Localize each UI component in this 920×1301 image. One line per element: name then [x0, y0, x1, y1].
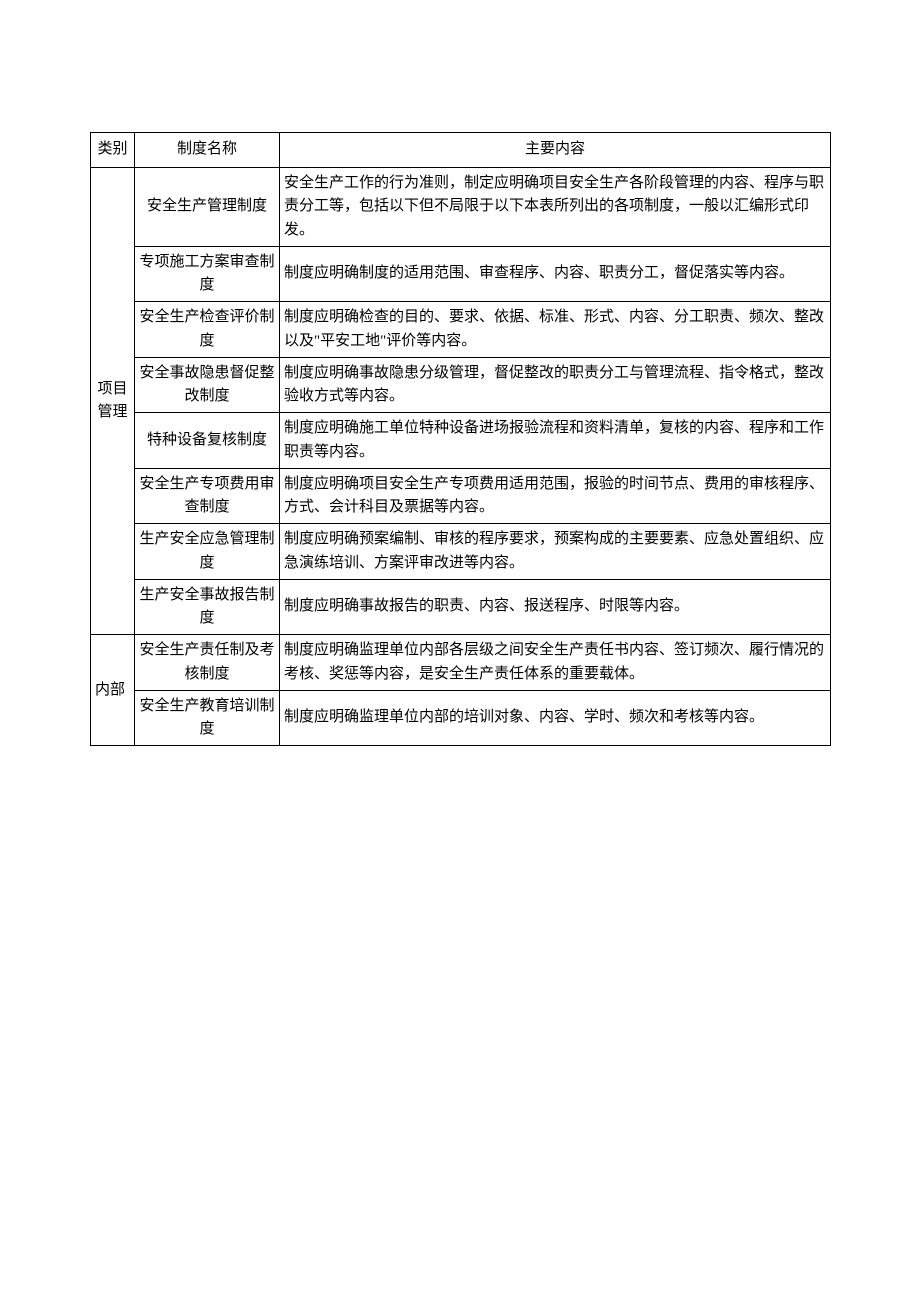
content-cell: 安全生产工作的行为准则，制定应明确项目安全生产各阶段管理的内容、程序与职责分工等…: [280, 168, 831, 247]
table-row: 生产安全应急管理制度 制度应明确预案编制、审核的程序要求，预案构成的主要要素、应…: [91, 524, 831, 580]
header-category: 类别: [91, 133, 135, 168]
content-cell: 制度应明确项目安全生产专项费用适用范围，报验的时间节点、费用的审核程序、方式、会…: [280, 468, 831, 524]
content-cell: 制度应明确施工单位特种设备进场报验流程和资料清单，复核的内容、程序和工作职责等内…: [280, 413, 831, 469]
content-cell: 制度应明确预案编制、审核的程序要求，预案构成的主要要素、应急处置组织、应急演练培…: [280, 524, 831, 580]
header-name: 制度名称: [135, 133, 280, 168]
table-header-row: 类别 制度名称 主要内容: [91, 133, 831, 168]
name-cell: 安全事故隐患督促整改制度: [135, 357, 280, 413]
document-page: 类别 制度名称 主要内容 项目管理 安全生产管理制度 安全生产工作的行为准则，制…: [0, 0, 920, 1301]
name-cell: 专项施工方案审查制度: [135, 246, 280, 302]
name-cell: 生产安全应急管理制度: [135, 524, 280, 580]
name-cell: 安全生产专项费用审查制度: [135, 468, 280, 524]
table-row: 安全事故隐患督促整改制度 制度应明确事故隐患分级管理，督促整改的职责分工与管理流…: [91, 357, 831, 413]
table-row: 生产安全事故报告制度 制度应明确事故报告的职责、内容、报送程序、时限等内容。: [91, 579, 831, 635]
name-cell: 安全生产检查评价制度: [135, 302, 280, 358]
table-row: 安全生产教育培训制度 制度应明确监理单位内部的培训对象、内容、学时、频次和考核等…: [91, 690, 831, 746]
table-row: 内部 安全生产责任制及考核制度 制度应明确监理单位内部各层级之间安全生产责任书内…: [91, 635, 831, 691]
regulation-table: 类别 制度名称 主要内容 项目管理 安全生产管理制度 安全生产工作的行为准则，制…: [90, 132, 831, 746]
name-cell: 安全生产责任制及考核制度: [135, 635, 280, 691]
name-cell: 安全生产教育培训制度: [135, 690, 280, 746]
table-row: 专项施工方案审查制度 制度应明确制度的适用范围、审查程序、内容、职责分工，督促落…: [91, 246, 831, 302]
category-cell: 项目管理: [91, 168, 135, 635]
name-cell: 特种设备复核制度: [135, 413, 280, 469]
table-row: 安全生产检查评价制度 制度应明确检查的目的、要求、依据、标准、形式、内容、分工职…: [91, 302, 831, 358]
content-cell: 制度应明确制度的适用范围、审查程序、内容、职责分工，督促落实等内容。: [280, 246, 831, 302]
category-cell: 内部: [91, 635, 135, 746]
table-row: 特种设备复核制度 制度应明确施工单位特种设备进场报验流程和资料清单，复核的内容、…: [91, 413, 831, 469]
name-cell: 生产安全事故报告制度: [135, 579, 280, 635]
content-cell: 制度应明确监理单位内部的培训对象、内容、学时、频次和考核等内容。: [280, 690, 831, 746]
name-cell: 安全生产管理制度: [135, 168, 280, 247]
content-cell: 制度应明确检查的目的、要求、依据、标准、形式、内容、分工职责、频次、整改以及"平…: [280, 302, 831, 358]
content-cell: 制度应明确监理单位内部各层级之间安全生产责任书内容、签订频次、履行情况的考核、奖…: [280, 635, 831, 691]
table-row: 安全生产专项费用审查制度 制度应明确项目安全生产专项费用适用范围，报验的时间节点…: [91, 468, 831, 524]
content-cell: 制度应明确事故报告的职责、内容、报送程序、时限等内容。: [280, 579, 831, 635]
header-content: 主要内容: [280, 133, 831, 168]
content-cell: 制度应明确事故隐患分级管理，督促整改的职责分工与管理流程、指令格式，整改验收方式…: [280, 357, 831, 413]
table-row: 项目管理 安全生产管理制度 安全生产工作的行为准则，制定应明确项目安全生产各阶段…: [91, 168, 831, 247]
